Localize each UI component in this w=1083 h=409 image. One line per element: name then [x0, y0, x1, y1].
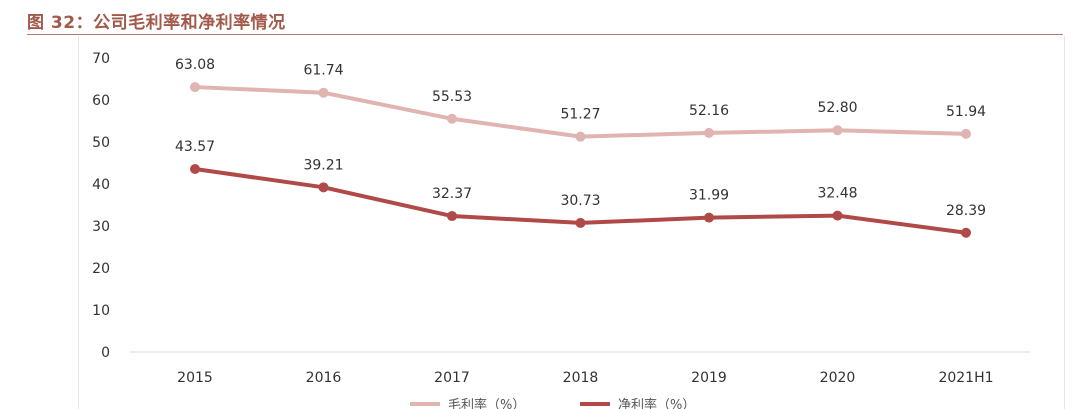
gross-margin-point — [447, 113, 457, 124]
x-tick-label: 2016 — [306, 370, 342, 386]
gross-margin-point — [190, 82, 200, 93]
gross-margin-data-label: 52.16 — [689, 103, 729, 119]
gross-margin-data-label: 61.74 — [303, 63, 343, 79]
gross-margin-point — [318, 87, 329, 98]
net-margin-data-label: 39.21 — [303, 157, 343, 173]
net-margin-point — [447, 211, 457, 222]
figure-title: 图 32：公司毛利率和净利率情况 — [27, 13, 286, 33]
y-tick-label: 30 — [92, 219, 110, 235]
net-margin-point — [318, 182, 329, 193]
legend: 毛利率（%） 净利率（%） — [410, 397, 695, 409]
net-margin-point — [704, 212, 714, 223]
figure-header: 图 32：公司毛利率和净利率情况 — [0, 0, 1066, 36]
series-gross-margin: 63.08 61.74 55.53 51.27 52.16 52.80 51.9… — [175, 57, 986, 142]
gross-margin-point — [575, 131, 586, 142]
x-tick-label: 2021H1 — [938, 370, 993, 386]
net-margin-data-label: 43.57 — [175, 139, 215, 155]
y-tick-label: 40 — [92, 177, 110, 193]
gross-margin-data-label: 55.53 — [432, 89, 472, 105]
title-underline — [27, 34, 1063, 35]
legend-label-net-margin: 净利率（%） — [618, 397, 695, 409]
net-margin-point — [832, 210, 843, 221]
series-net-margin: 43.57 39.21 32.37 30.73 31.99 32.48 28.3… — [175, 139, 986, 238]
x-tick-label: 2020 — [820, 370, 856, 386]
x-axis: 2015 2016 2017 2018 2019 2020 2021H1 — [177, 370, 993, 386]
plot-frame — [78, 36, 1065, 409]
y-tick-label: 0 — [101, 345, 110, 361]
net-margin-point — [961, 227, 971, 238]
gross-margin-data-label: 51.27 — [560, 107, 600, 123]
y-axis: 0 10 20 30 40 50 60 70 — [92, 51, 110, 361]
net-margin-data-label: 32.37 — [432, 186, 472, 202]
y-tick-label: 20 — [92, 261, 110, 277]
y-tick-label: 60 — [92, 93, 110, 109]
net-margin-point — [575, 217, 586, 228]
y-tick-label: 70 — [92, 51, 110, 67]
net-margin-data-label: 30.73 — [560, 193, 600, 209]
y-tick-label: 10 — [92, 303, 110, 319]
net-margin-data-label: 31.99 — [689, 188, 729, 204]
net-margin-point — [190, 164, 200, 175]
gross-margin-data-label: 52.80 — [817, 100, 857, 116]
net-margin-data-label: 32.48 — [817, 186, 857, 202]
net-margin-data-label: 28.39 — [946, 203, 986, 219]
y-tick-label: 50 — [92, 135, 110, 151]
gross-margin-point — [704, 127, 714, 138]
gross-margin-data-label: 63.08 — [175, 57, 215, 73]
gross-margin-point — [961, 128, 971, 139]
gross-margin-data-label: 51.94 — [946, 104, 986, 120]
x-tick-label: 2017 — [434, 370, 470, 386]
legend-label-gross-margin: 毛利率（%） — [448, 397, 525, 409]
x-tick-label: 2019 — [691, 370, 727, 386]
gross-margin-point — [832, 125, 843, 136]
x-tick-label: 2018 — [563, 370, 599, 386]
x-tick-label: 2015 — [177, 370, 213, 386]
